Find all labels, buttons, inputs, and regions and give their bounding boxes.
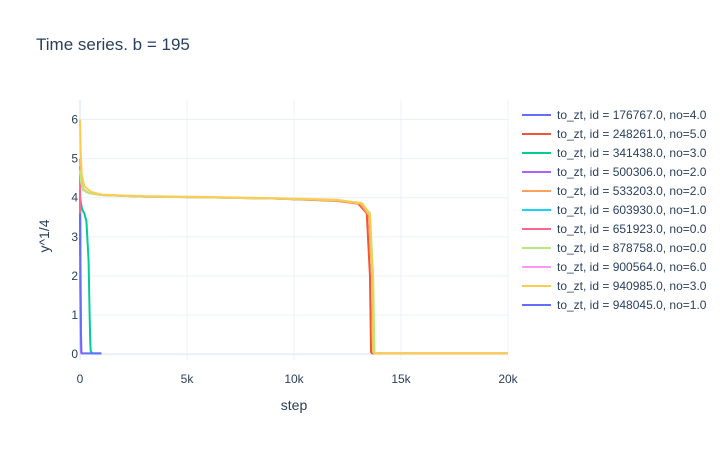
x-tick-label: 0 bbox=[77, 372, 84, 386]
chart-title: Time series. b = 195 bbox=[36, 35, 190, 54]
x-tick-labels: 0 5k 10k 15k 20k bbox=[77, 372, 519, 386]
grid-layer bbox=[80, 100, 509, 360]
legend-item[interactable]: to_zt, id = 248261.0, no=5.0 bbox=[522, 127, 707, 141]
x-tick-label: 5k bbox=[181, 372, 195, 386]
legend-item[interactable]: to_zt, id = 940985.0, no=3.0 bbox=[522, 279, 707, 293]
legend: to_zt, id = 176767.0, no=4.0 to_zt, id = … bbox=[522, 108, 707, 312]
legend-label: to_zt, id = 900564.0, no=6.0 bbox=[557, 260, 707, 274]
y-tick-label: 0 bbox=[71, 347, 78, 361]
x-axis-label: step bbox=[281, 397, 308, 413]
legend-item[interactable]: to_zt, id = 948045.0, no=1.0 bbox=[522, 298, 707, 312]
legend-item[interactable]: to_zt, id = 176767.0, no=4.0 bbox=[522, 108, 707, 122]
legend-item[interactable]: to_zt, id = 603930.0, no=1.0 bbox=[522, 203, 707, 217]
legend-label: to_zt, id = 248261.0, no=5.0 bbox=[557, 127, 707, 141]
legend-label: to_zt, id = 603930.0, no=1.0 bbox=[557, 203, 707, 217]
legend-label: to_zt, id = 341438.0, no=3.0 bbox=[557, 146, 707, 160]
series-line-11 bbox=[79, 213, 102, 355]
y-tick-labels: 0 1 2 3 4 5 6 bbox=[71, 113, 78, 362]
y-tick-label: 2 bbox=[71, 269, 78, 283]
legend-label: to_zt, id = 940985.0, no=3.0 bbox=[557, 279, 707, 293]
x-tick-label: 20k bbox=[498, 372, 518, 386]
x-tick-label: 10k bbox=[284, 372, 304, 386]
y-tick-label: 6 bbox=[71, 113, 78, 127]
x-tick-label: 15k bbox=[391, 372, 411, 386]
legend-item[interactable]: to_zt, id = 900564.0, no=6.0 bbox=[522, 260, 707, 274]
legend-item[interactable]: to_zt, id = 341438.0, no=3.0 bbox=[522, 146, 707, 160]
y-axis-label: y^1/4 bbox=[36, 219, 52, 252]
legend-label: to_zt, id = 948045.0, no=1.0 bbox=[557, 298, 707, 312]
y-tick-label: 5 bbox=[71, 152, 78, 166]
legend-item[interactable]: to_zt, id = 533203.0, no=2.0 bbox=[522, 184, 707, 198]
y-tick-label: 3 bbox=[71, 230, 78, 244]
legend-label: to_zt, id = 176767.0, no=4.0 bbox=[557, 108, 707, 122]
legend-label: to_zt, id = 533203.0, no=2.0 bbox=[557, 184, 707, 198]
legend-item[interactable]: to_zt, id = 651923.0, no=0.0 bbox=[522, 222, 707, 236]
y-tick-label: 4 bbox=[71, 191, 78, 205]
legend-item[interactable]: to_zt, id = 500306.0, no=2.0 bbox=[522, 165, 707, 179]
legend-item[interactable]: to_zt, id = 878758.0, no=0.0 bbox=[522, 241, 707, 255]
series-layer bbox=[79, 119, 508, 355]
y-tick-label: 1 bbox=[71, 308, 78, 322]
legend-label: to_zt, id = 651923.0, no=0.0 bbox=[557, 222, 707, 236]
series-line-10 bbox=[79, 119, 508, 355]
legend-label: to_zt, id = 878758.0, no=0.0 bbox=[557, 241, 707, 255]
legend-label: to_zt, id = 500306.0, no=2.0 bbox=[557, 165, 707, 179]
